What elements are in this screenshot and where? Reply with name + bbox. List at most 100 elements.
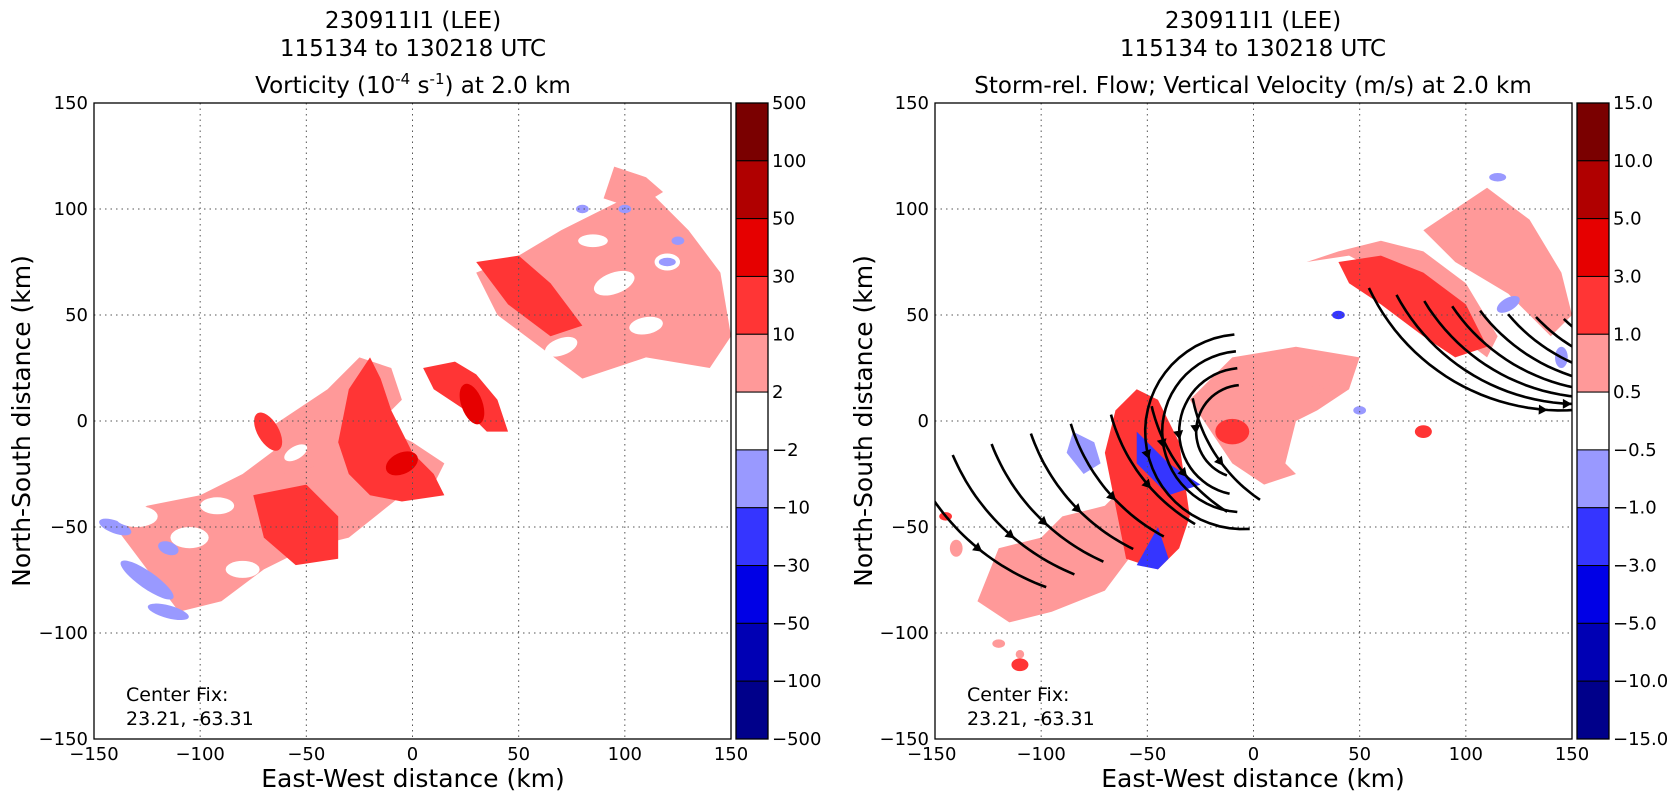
- vorticity-field: [99, 166, 731, 621]
- streamline-arrow: [972, 542, 983, 552]
- streamline-arrow: [1538, 404, 1548, 415]
- updraft-region: [1011, 658, 1029, 672]
- downdraft-region: [1496, 295, 1520, 313]
- updraft-region: [1189, 346, 1360, 485]
- colorbar-frame: [735, 102, 769, 740]
- vorticity-gap: [629, 316, 663, 335]
- colorbar-tick-label: −100: [772, 671, 821, 692]
- center-fix-label: Center Fix:: [967, 684, 1069, 706]
- center-fix-label: Center Fix:: [126, 684, 228, 706]
- streamline: [1367, 287, 1572, 412]
- storm-relative-streamlines: [935, 287, 1572, 589]
- vertical-velocity-field: [939, 172, 1572, 672]
- streamline-arrow: [1214, 455, 1224, 466]
- colorbar-tick-label: 0.5: [1613, 382, 1642, 403]
- downdraft-region: [1353, 406, 1367, 415]
- colorbar-swatch: [735, 449, 769, 509]
- colorbar-swatch: [1576, 622, 1610, 682]
- colorbar-swatch: [1576, 160, 1610, 220]
- colorbar-tick-label: 100: [772, 151, 806, 172]
- x-tick-label: 100: [608, 744, 642, 765]
- streamline: [1479, 309, 1572, 378]
- streamline: [1069, 423, 1165, 538]
- x-tick-label: 150: [714, 744, 748, 765]
- updraft-region: [1423, 187, 1572, 337]
- vorticity-region: [147, 603, 189, 621]
- vorticity-region: [658, 257, 676, 267]
- streamline: [1109, 414, 1196, 526]
- updraft-region: [1338, 255, 1488, 358]
- vorticity-region: [476, 255, 583, 337]
- x-axis-label: East-West distance (km): [1101, 764, 1405, 793]
- colorbar-tick-label: 1.0: [1613, 324, 1642, 345]
- updraft-region: [977, 484, 1137, 623]
- gridlines: [94, 103, 731, 739]
- x-tick-label: 0: [407, 744, 418, 765]
- colorbar-tick-label: 10.0: [1613, 151, 1653, 172]
- streamline-arrow: [1141, 478, 1152, 489]
- colorbar-swatch: [735, 391, 769, 451]
- colorbar-swatch: [1576, 275, 1610, 335]
- colorbar-tick-label: −30: [772, 556, 810, 577]
- colorbar-tick-label: 30: [772, 266, 795, 287]
- plot-frame: [93, 102, 732, 740]
- colorbar-tick-label: 500: [772, 93, 806, 114]
- x-tick-label: −50: [287, 744, 325, 765]
- colorbar-tick-label: −2: [772, 440, 799, 461]
- updraft-region: [1414, 425, 1432, 438]
- colorbar-swatch: [1576, 391, 1610, 451]
- colorbar-swatch: [735, 680, 769, 740]
- vorticity-gap: [225, 560, 260, 578]
- colorbar-swatch: [1576, 102, 1610, 162]
- streamline: [1143, 333, 1250, 531]
- colorbar-tick-label: 2: [772, 382, 783, 403]
- y-tick-labels: 150 100 50 0 −50 −100 −150: [39, 93, 88, 750]
- streamline: [1395, 294, 1572, 406]
- vorticity-region: [99, 518, 132, 536]
- streamline-arrow: [1190, 424, 1201, 434]
- y-tick-label: −150: [880, 729, 929, 750]
- colorbar-swatch: [735, 333, 769, 393]
- updraft-region: [992, 639, 1006, 648]
- chart-title-line-2: 115134 to 130218 UTC: [1120, 36, 1386, 62]
- streamline: [990, 443, 1104, 563]
- y-tick-label: 150: [895, 93, 929, 114]
- colorbar-tick-label: −5.0: [1613, 613, 1657, 634]
- center-fix-coords: 23.21, -63.31: [967, 708, 1095, 730]
- vorticity-region: [671, 236, 685, 246]
- x-tick-labels: −150 −100 −50 0 50 100 150: [907, 744, 1589, 765]
- downdraft-region: [1332, 310, 1345, 320]
- y-tick-labels: 150 100 50 0 −50 −100 −150: [880, 93, 929, 750]
- streamline-arrow: [1071, 503, 1082, 513]
- x-axis-label: East-West distance (km): [261, 764, 565, 793]
- vorticity-region: [338, 357, 445, 502]
- vorticity-region: [158, 541, 179, 556]
- x-tick-label: −100: [1016, 744, 1065, 765]
- downdraft-region: [1489, 172, 1507, 182]
- colorbar-tick-label: 15.0: [1613, 93, 1653, 114]
- vorticity-gap: [200, 497, 235, 515]
- x-tick-label: 50: [1348, 744, 1371, 765]
- vorticity-gap: [593, 270, 635, 296]
- y-tick-label: 50: [906, 305, 929, 326]
- colorbar-swatch: [735, 102, 769, 162]
- vorticity-gap: [115, 505, 158, 528]
- chart-title-line-2: 115134 to 130218 UTC: [280, 36, 546, 62]
- vertical-velocity-panel: 230911I1 (LEE) 115134 to 130218 UTC Stor…: [849, 8, 1668, 793]
- streamline: [935, 499, 1047, 589]
- vorticity-region: [575, 204, 589, 214]
- colorbar: 15.0 10.0 5.0 3.0 1.0 0.5 −0.5 −1.0 −3.0 −5.0 −10.…: [1576, 93, 1668, 750]
- plot-frame: [934, 102, 1573, 740]
- colorbar-swatch: [735, 218, 769, 277]
- colorbar-tick-label: −50: [772, 613, 810, 634]
- colorbar-swatch: [1576, 565, 1610, 624]
- x-tick-label: 50: [507, 744, 530, 765]
- colorbar-tick-label: −3.0: [1613, 556, 1657, 577]
- streamline-arrow: [1141, 449, 1151, 460]
- x-tick-label: −150: [69, 744, 118, 765]
- colorbar-tick-label: −10: [772, 498, 810, 519]
- chart-title-line-3: Storm-rel. Flow; Vertical Velocity (m/s)…: [974, 73, 1532, 99]
- colorbar-tick-label: 5.0: [1613, 209, 1642, 230]
- colorbar-swatch: [735, 565, 769, 624]
- y-axis-label: North-South distance (km): [7, 255, 36, 587]
